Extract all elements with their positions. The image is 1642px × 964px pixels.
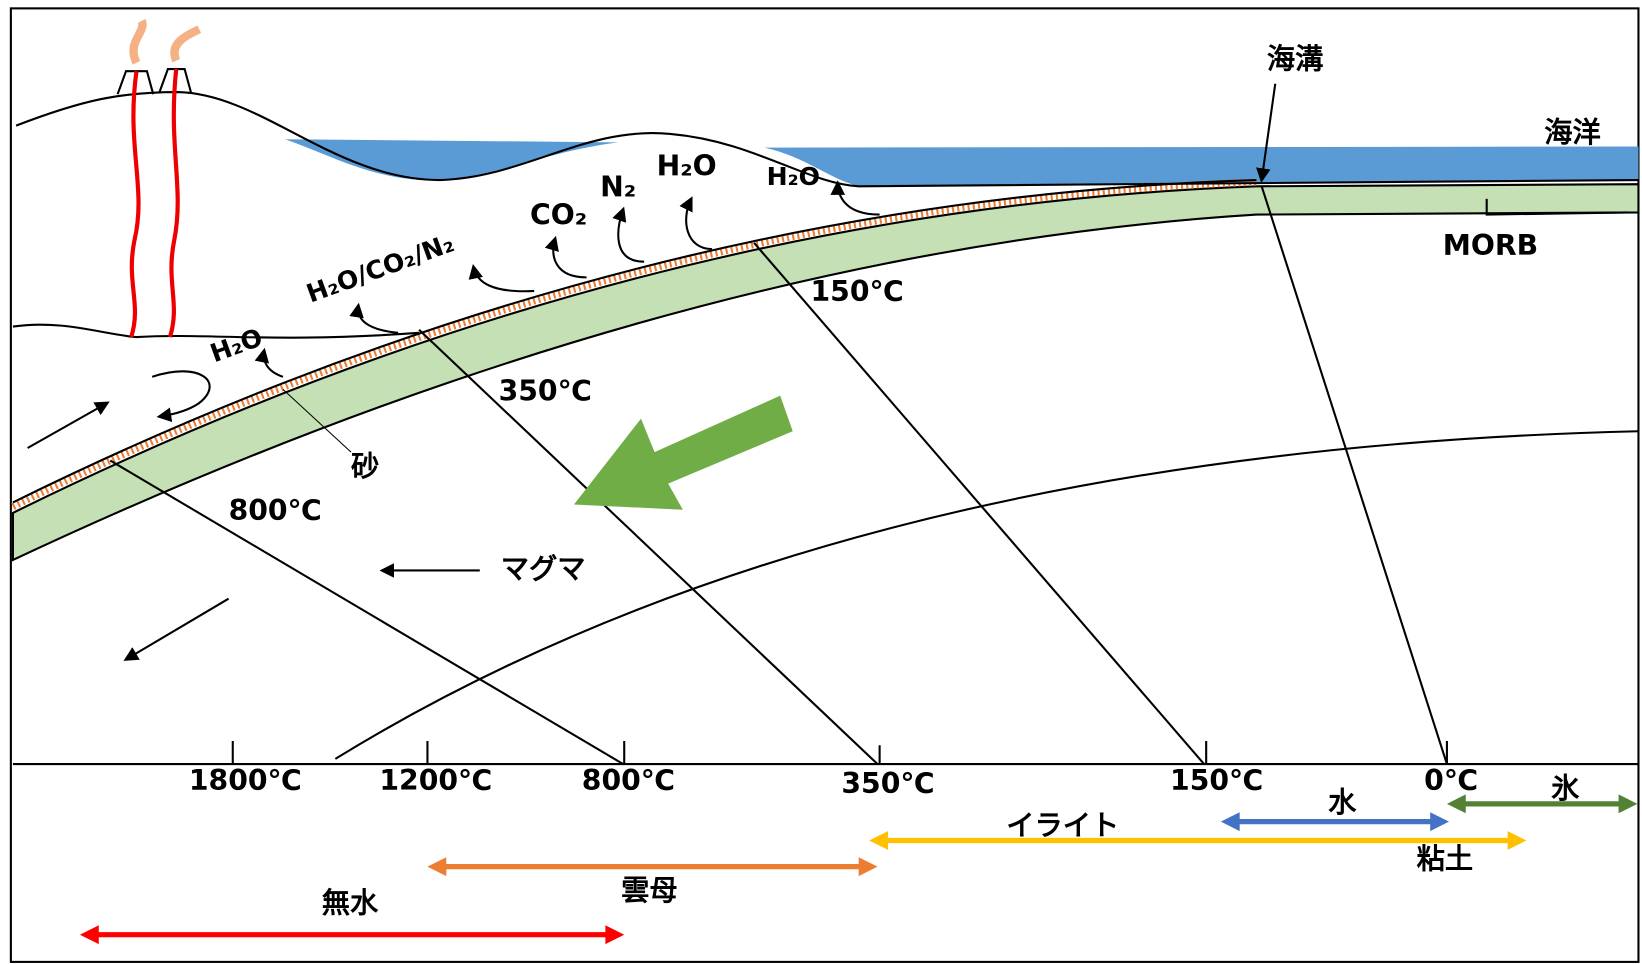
label: 砂: [351, 450, 379, 483]
tick-label: 350℃: [841, 767, 934, 800]
tick-label: 150℃: [1170, 764, 1263, 797]
isotherm-label: 800℃: [229, 494, 322, 527]
tick-label: 800℃: [582, 764, 675, 797]
range-label: 無水: [322, 886, 379, 919]
range-label: 氷: [1551, 772, 1580, 805]
diagram: 海溝 海洋 MORB 砂 マグマ H₂O H₂O/CO₂/N₂ CO₂ N₂ H…: [0, 0, 1642, 964]
gas-label: N₂: [600, 170, 636, 203]
range-label: イライト: [1006, 809, 1119, 842]
tick-label: 1800℃: [189, 764, 302, 797]
isotherm-label: 350℃: [499, 375, 592, 408]
label: 海溝: [1267, 43, 1323, 76]
label: 海洋: [1544, 116, 1600, 149]
range-label: 水: [1328, 786, 1357, 819]
tick-label: 1200℃: [379, 764, 492, 797]
tick-label: 0℃: [1424, 764, 1478, 797]
label: MORB: [1443, 229, 1538, 262]
gas-label: CO₂: [530, 199, 587, 232]
range-label: 粘土: [1417, 842, 1474, 875]
isotherm-label: 150℃: [811, 275, 904, 308]
gas-label: H₂O: [767, 162, 820, 191]
range-label: 雲母: [621, 874, 678, 907]
label: マグマ: [501, 552, 586, 585]
gas-label: H₂O: [657, 149, 717, 182]
